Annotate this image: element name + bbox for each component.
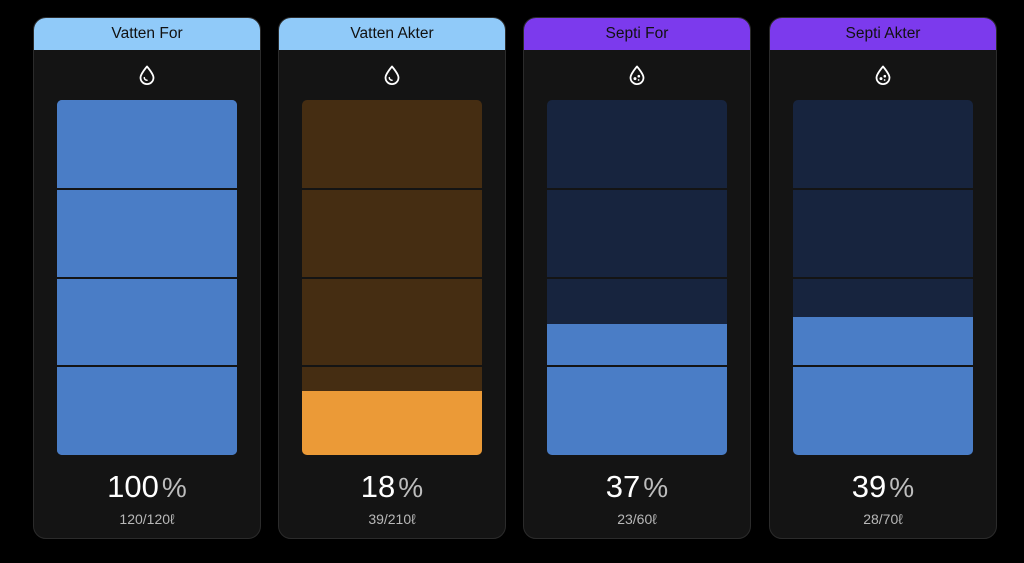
tank-segment-divider	[302, 187, 482, 190]
percent-value: 39	[851, 469, 887, 504]
tank-segment-divider	[547, 365, 727, 368]
tank-card-septi-akter[interactable]: Septi Akter 39% 28/70ℓ	[769, 17, 997, 539]
percent-value: 37	[605, 469, 641, 504]
tank-fill-level	[302, 391, 482, 455]
tank-level-gauge	[547, 100, 727, 455]
percent-unit: %	[398, 472, 424, 503]
percent-readout: 18%	[279, 470, 505, 505]
card-header: Vatten Akter	[279, 18, 505, 50]
percent-readout: 37%	[524, 470, 750, 505]
tank-segment-divider	[302, 276, 482, 279]
tank-card-vatten-for[interactable]: Vatten For 100% 120/120ℓ	[33, 17, 261, 539]
percent-unit: %	[643, 472, 669, 503]
water-drop-icon	[384, 65, 400, 85]
card-header: Septi Akter	[770, 18, 996, 50]
percent-unit: %	[889, 472, 915, 503]
percent-readout: 39%	[770, 470, 996, 505]
tank-segment-divider	[793, 276, 973, 279]
card-header: Vatten For	[34, 18, 260, 50]
card-title: Septi For	[605, 25, 669, 42]
tank-segment-divider	[793, 187, 973, 190]
tank-segment-divider	[57, 187, 237, 190]
waste-drop-icon	[875, 65, 891, 85]
volume-readout: 39/210ℓ	[368, 511, 416, 527]
volume-readout: 23/60ℓ	[617, 511, 657, 527]
percent-unit: %	[161, 472, 187, 503]
card-header: Septi For	[524, 18, 750, 50]
tank-segment-divider	[302, 365, 482, 368]
tank-segment-divider	[57, 276, 237, 279]
percent-readout: 100%	[34, 470, 260, 505]
tank-card-septi-for[interactable]: Septi For 37% 23/60ℓ	[523, 17, 751, 539]
tank-segment-divider	[793, 365, 973, 368]
water-drop-icon	[139, 65, 155, 85]
waste-drop-icon	[629, 65, 645, 85]
tank-fill-level	[547, 323, 727, 455]
percent-value: 100	[107, 469, 159, 504]
card-title: Septi Akter	[845, 25, 921, 42]
tank-level-gauge	[57, 100, 237, 455]
tank-segment-divider	[547, 276, 727, 279]
tank-segment-divider	[57, 365, 237, 368]
volume-readout: 28/70ℓ	[863, 511, 903, 527]
tank-fill-level	[793, 316, 973, 455]
tank-level-gauge	[302, 100, 482, 455]
card-title: Vatten For	[111, 25, 183, 42]
percent-value: 18	[360, 469, 396, 504]
card-title: Vatten Akter	[350, 25, 434, 42]
tank-card-vatten-akter[interactable]: Vatten Akter 18% 39/210ℓ	[278, 17, 506, 539]
volume-readout: 120/120ℓ	[119, 511, 175, 527]
tank-level-gauge	[793, 100, 973, 455]
tank-segment-divider	[547, 187, 727, 190]
